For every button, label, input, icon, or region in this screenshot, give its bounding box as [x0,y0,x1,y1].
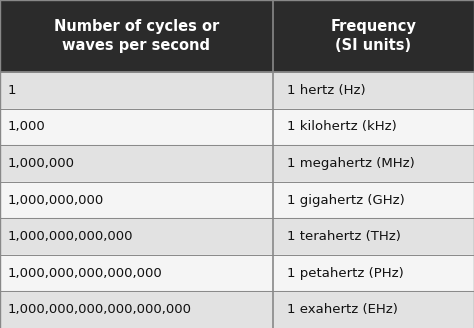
Bar [273,255,474,292]
Text: 1,000,000,000,000,000: 1,000,000,000,000,000 [7,267,162,280]
Text: 1 hertz (Hz): 1 hertz (Hz) [287,84,365,97]
Text: 1,000,000,000,000: 1,000,000,000,000 [7,230,133,243]
Text: 1,000,000: 1,000,000 [7,157,74,170]
Bar [0,145,273,182]
Bar [273,218,474,255]
Bar [273,109,474,145]
Bar [0,218,273,255]
Text: 1,000,000,000,000,000,000: 1,000,000,000,000,000,000 [7,303,191,316]
Bar [0,292,273,328]
Text: Number of cycles or
waves per second: Number of cycles or waves per second [54,19,219,53]
Bar [273,0,474,72]
Bar [0,0,273,72]
Bar [0,72,273,109]
Bar [0,255,273,292]
Text: 1: 1 [7,84,16,97]
Bar [0,109,273,145]
Text: 1 kilohertz (kHz): 1 kilohertz (kHz) [287,120,397,133]
Text: 1,000,000,000: 1,000,000,000 [7,194,103,207]
Text: 1 terahertz (THz): 1 terahertz (THz) [287,230,401,243]
Bar [273,182,474,218]
Text: 1,000: 1,000 [7,120,45,133]
Text: 1 gigahertz (GHz): 1 gigahertz (GHz) [287,194,404,207]
Bar [273,145,474,182]
Bar [273,72,474,109]
Text: 1 megahertz (MHz): 1 megahertz (MHz) [287,157,415,170]
Bar [273,292,474,328]
Text: Frequency
(SI units): Frequency (SI units) [330,19,416,53]
Bar [0,182,273,218]
Text: 1 exahertz (EHz): 1 exahertz (EHz) [287,303,398,316]
Text: 1 petahertz (PHz): 1 petahertz (PHz) [287,267,403,280]
